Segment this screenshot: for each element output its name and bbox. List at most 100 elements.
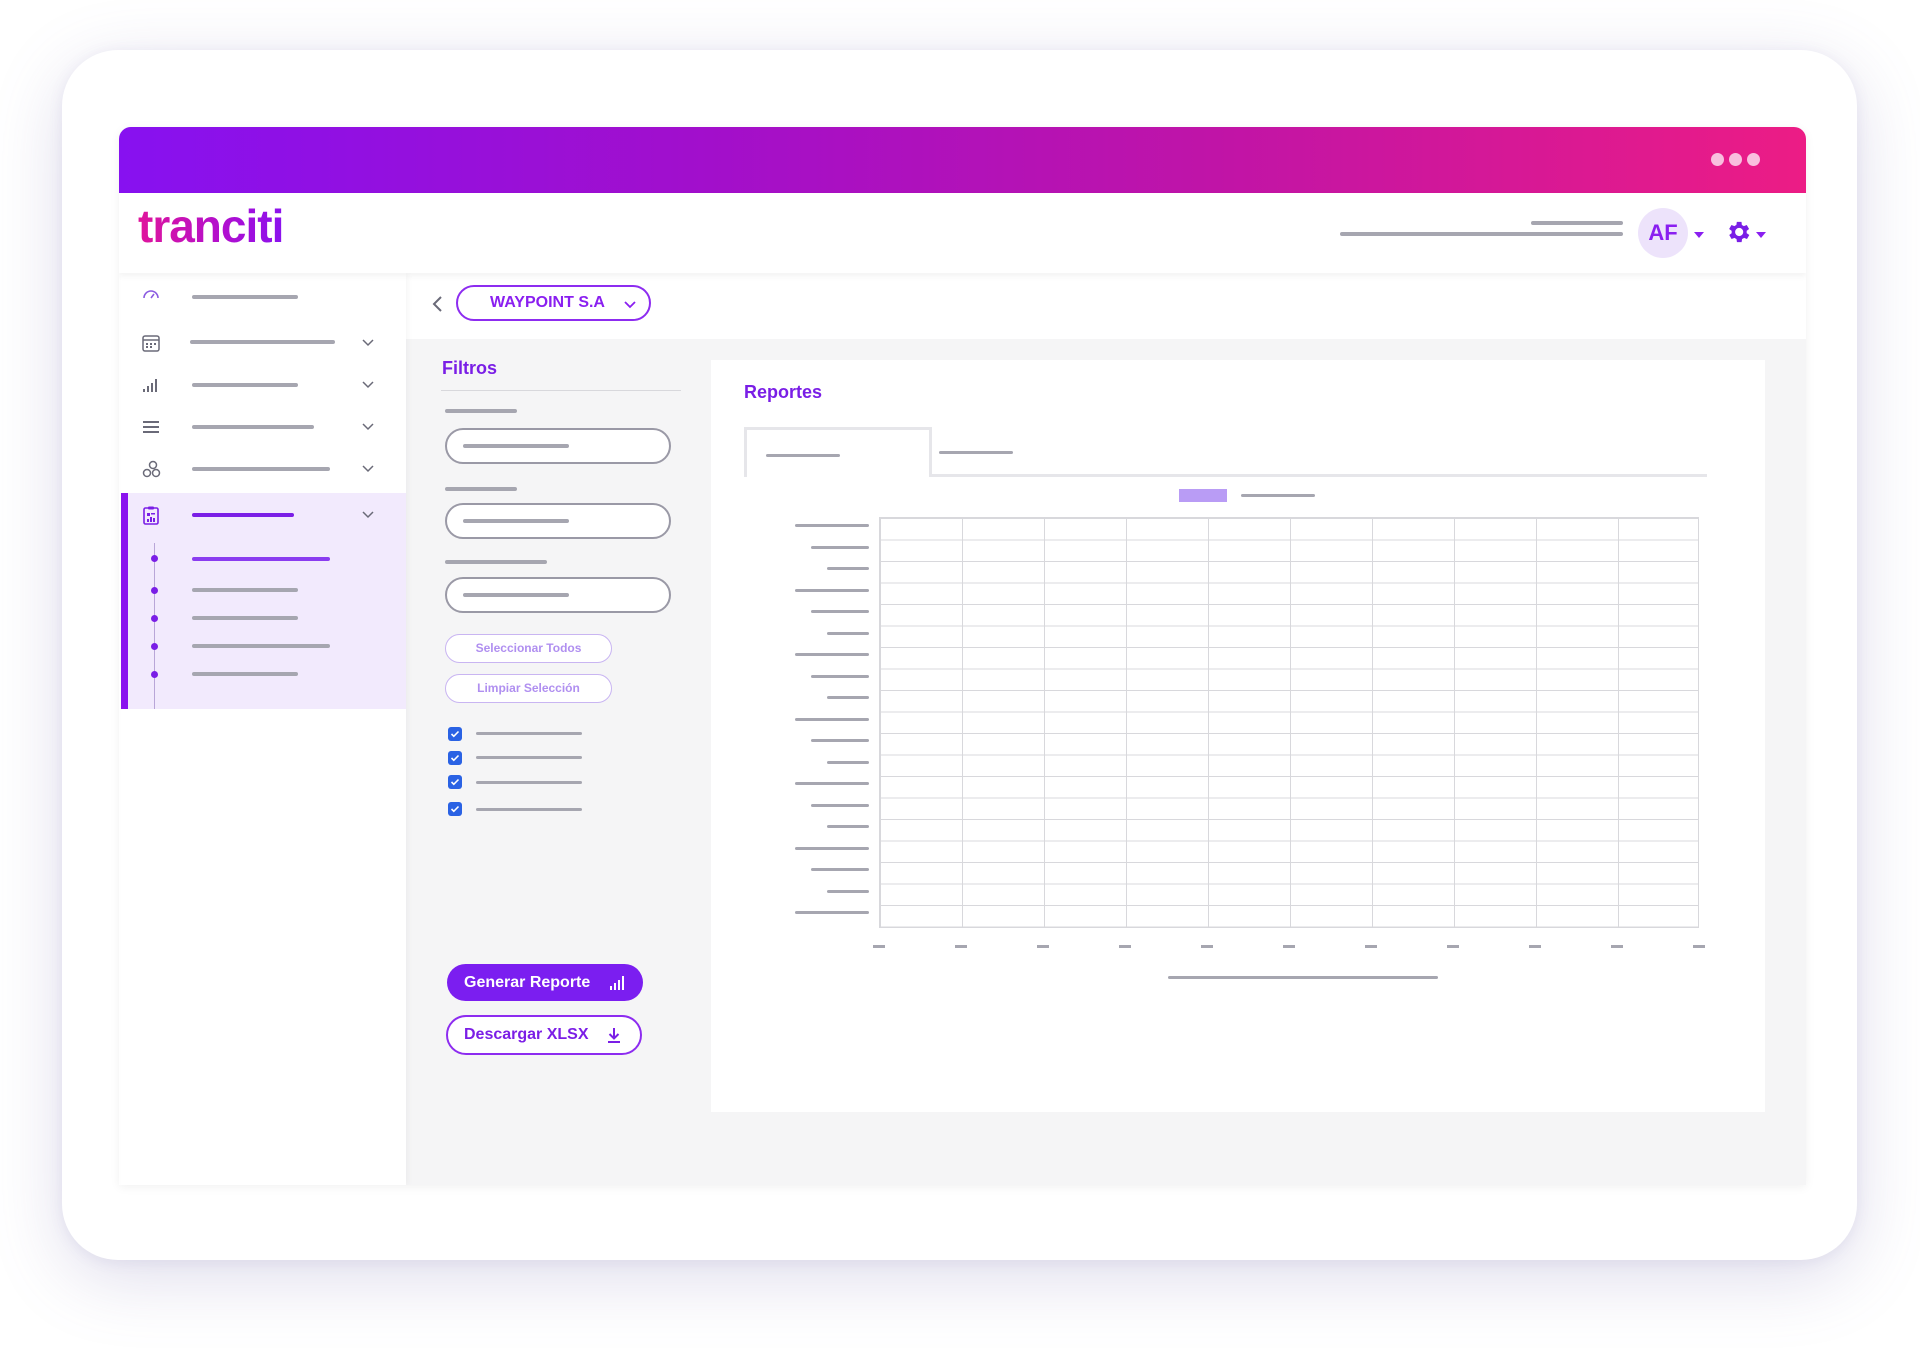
dot-icon (1729, 153, 1742, 166)
filter-label (445, 487, 517, 491)
submenu-dot (151, 643, 158, 650)
filter-select-3[interactable] (445, 577, 671, 613)
avatar-dropdown-caret-icon[interactable] (1694, 232, 1704, 238)
submenu-item-active[interactable] (192, 557, 330, 561)
x-tick-label (1119, 945, 1131, 948)
filter-select-2[interactable] (445, 503, 671, 539)
y-tick-label (827, 567, 869, 570)
tab-label (766, 454, 840, 457)
sidebar-item-label (192, 425, 314, 429)
submenu-tree-line (154, 543, 155, 709)
report-title: Reportes (744, 382, 823, 402)
x-tick-label (1365, 945, 1377, 948)
chevron-down-icon (362, 465, 374, 473)
app-window: tranciti AF (119, 127, 1806, 1185)
submenu-dot (151, 555, 158, 562)
y-tick-label (795, 911, 869, 914)
window-menu-dots[interactable] (1711, 153, 1760, 166)
clipboard-report-icon (143, 506, 159, 525)
generate-report-button[interactable]: Generar Reporte (447, 964, 643, 1001)
x-tick-label (873, 945, 885, 948)
submenu-item[interactable] (192, 672, 298, 676)
back-chevron-icon[interactable] (430, 293, 446, 315)
report-tab-1[interactable] (744, 427, 932, 477)
gear-icon[interactable] (1724, 218, 1752, 246)
y-tick-label (795, 653, 869, 656)
chevron-down-icon (362, 423, 374, 431)
submenu-item[interactable] (192, 644, 330, 648)
filter-checkbox[interactable] (448, 727, 462, 741)
y-tick-label (811, 674, 869, 678)
submenu-dot (151, 615, 158, 622)
x-tick-label (1447, 945, 1459, 948)
company-select[interactable]: WAYPOINT S.A (456, 285, 651, 321)
sidebar-item-signal[interactable] (121, 365, 406, 405)
sidebar-item-dashboard[interactable] (121, 275, 406, 315)
sidebar-item-groups[interactable] (121, 449, 406, 489)
sidebar-item-label (192, 295, 298, 299)
y-tick-label (827, 631, 869, 635)
tranciti-logo[interactable]: tranciti (138, 200, 284, 252)
download-xlsx-label: Descargar XLSX (464, 1026, 589, 1043)
filters-divider (441, 390, 681, 391)
tabs-baseline (929, 474, 1707, 477)
avatar[interactable]: AF (1638, 208, 1688, 258)
settings-dropdown-caret-icon[interactable] (1756, 232, 1766, 238)
dot-icon (1711, 153, 1724, 166)
clear-selection-button[interactable]: Limpiar Selección (445, 674, 612, 703)
filter-value (463, 593, 569, 597)
download-icon (608, 1028, 620, 1043)
report-card: Reportes (711, 360, 1765, 1112)
check-icon (450, 754, 460, 762)
submenu-dot (151, 587, 158, 594)
x-tick-label (1693, 945, 1705, 948)
sidebar-item-reports[interactable] (121, 495, 406, 535)
y-tick-label (795, 524, 869, 527)
y-tick-label (795, 846, 869, 850)
checkbox-label (476, 781, 582, 784)
y-tick-label (811, 739, 869, 742)
filter-checkbox[interactable] (448, 751, 462, 765)
report-tab-2[interactable] (939, 435, 1079, 473)
chart-grid (879, 517, 1699, 928)
y-tick-label (795, 717, 869, 721)
window-titlebar (119, 127, 1806, 193)
filter-value (463, 444, 569, 448)
app-header: tranciti AF (119, 193, 1806, 273)
user-name-text (1340, 232, 1623, 236)
y-tick-label (827, 889, 869, 893)
filters-title: Filtros (442, 358, 498, 378)
circles-icon (142, 460, 161, 478)
filter-label (445, 560, 547, 564)
user-role-text (1531, 221, 1623, 225)
y-tick-label (811, 803, 869, 807)
download-xlsx-button[interactable]: Descargar XLSX (446, 1015, 642, 1055)
sidebar-item-label (192, 383, 298, 387)
check-icon (450, 730, 460, 738)
checkbox-label (476, 756, 582, 759)
signal-bars-icon (610, 976, 624, 990)
list-icon (143, 421, 159, 433)
chevron-down-icon (362, 339, 374, 347)
filter-checkbox[interactable] (448, 775, 462, 789)
speedometer-icon (143, 290, 159, 299)
sidebar-item-list[interactable] (121, 407, 406, 447)
x-axis-title (1168, 976, 1438, 979)
submenu-item[interactable] (192, 616, 298, 620)
y-tick-label (811, 610, 869, 613)
submenu-item[interactable] (192, 588, 298, 592)
y-tick-label (827, 760, 869, 764)
x-tick-label (1529, 945, 1541, 948)
filter-select-1[interactable] (445, 428, 671, 464)
x-tick-label (1611, 945, 1623, 948)
x-tick-label (1037, 945, 1049, 948)
y-tick-label (795, 782, 869, 785)
x-tick-label (1201, 945, 1213, 948)
sidebar-item-label (192, 467, 330, 471)
sidebar-item-calendar[interactable] (121, 323, 406, 363)
submenu-dot (151, 671, 158, 678)
select-all-button[interactable]: Seleccionar Todos (445, 634, 612, 663)
filter-label (445, 409, 517, 413)
generate-report-label: Generar Reporte (464, 974, 591, 991)
filter-checkbox[interactable] (448, 802, 462, 816)
